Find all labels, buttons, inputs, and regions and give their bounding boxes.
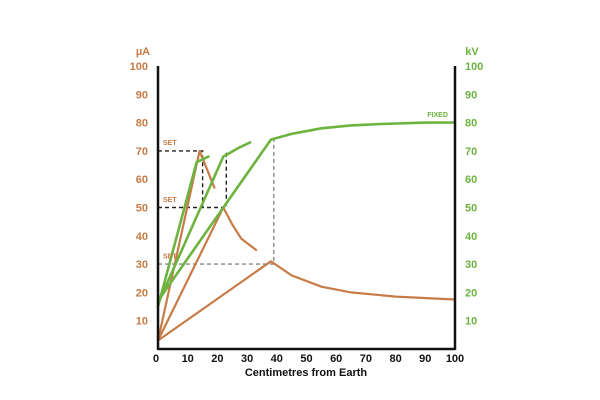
right-tick-label: 80 (465, 118, 477, 130)
x-tick-label: 50 (300, 353, 312, 365)
current-series-3 (156, 260, 457, 342)
current-series-2 (156, 206, 258, 342)
x-tick-label: 20 (211, 353, 223, 365)
series-lines (156, 121, 457, 342)
left-axis-unit: µA (136, 46, 150, 58)
x-tick-label: 80 (389, 353, 401, 365)
left-tick-label: 70 (136, 146, 148, 158)
set-annotation: SET (163, 253, 177, 260)
set-annotation: SET (163, 197, 177, 204)
x-tick-label: 100 (446, 353, 464, 365)
left-tick-label: 90 (136, 89, 148, 101)
right-tick-label: 90 (465, 89, 477, 101)
left-tick-label: 10 (136, 316, 148, 328)
x-origin-label: 0 (153, 353, 159, 365)
x-tick-label: 70 (360, 353, 372, 365)
right-tick-label: 20 (465, 287, 477, 299)
voltage-series-4 (156, 155, 210, 308)
voltage-series-6 (156, 121, 457, 303)
x-axis-label: Centimetres from Earth (245, 367, 368, 379)
left-tick-label: 80 (136, 118, 148, 130)
right-tick-label: 100 (465, 61, 483, 73)
right-axis-ticks: 10 20 30 40 50 60 70 80 90 100 (465, 61, 483, 328)
right-tick-label: 50 (465, 203, 477, 215)
x-tick-label: 40 (271, 353, 283, 365)
left-tick-label: 60 (136, 174, 148, 186)
left-tick-label: 20 (136, 287, 148, 299)
right-tick-label: 70 (465, 146, 477, 158)
guide-line-2 (158, 150, 227, 209)
x-tick-label: 60 (330, 353, 342, 365)
set-annotation: SET (163, 140, 177, 147)
left-axis-ticks: 10 20 30 40 50 60 70 80 90 100 (130, 61, 148, 328)
right-tick-label: 60 (465, 174, 477, 186)
right-tick-label: 30 (465, 259, 477, 271)
current-series-1 (156, 149, 216, 342)
annotations: SET SET SET FIXED (163, 112, 448, 260)
x-axis-ticks: 10 20 30 40 50 60 70 80 90 100 (182, 353, 465, 365)
left-tick-label: 50 (136, 203, 148, 215)
voltage-series-5 (156, 141, 252, 305)
left-tick-label: 100 (130, 61, 148, 73)
right-tick-label: 40 (465, 231, 477, 243)
x-tick-label: 10 (182, 353, 194, 365)
left-tick-label: 30 (136, 259, 148, 271)
fixed-annotation: FIXED (427, 112, 448, 119)
x-tick-label: 90 (419, 353, 431, 365)
x-tick-label: 30 (241, 353, 253, 365)
right-tick-label: 10 (465, 316, 477, 328)
guide-line-1 (158, 150, 204, 208)
right-axis-unit: kV (465, 46, 479, 58)
left-tick-label: 40 (136, 231, 148, 243)
